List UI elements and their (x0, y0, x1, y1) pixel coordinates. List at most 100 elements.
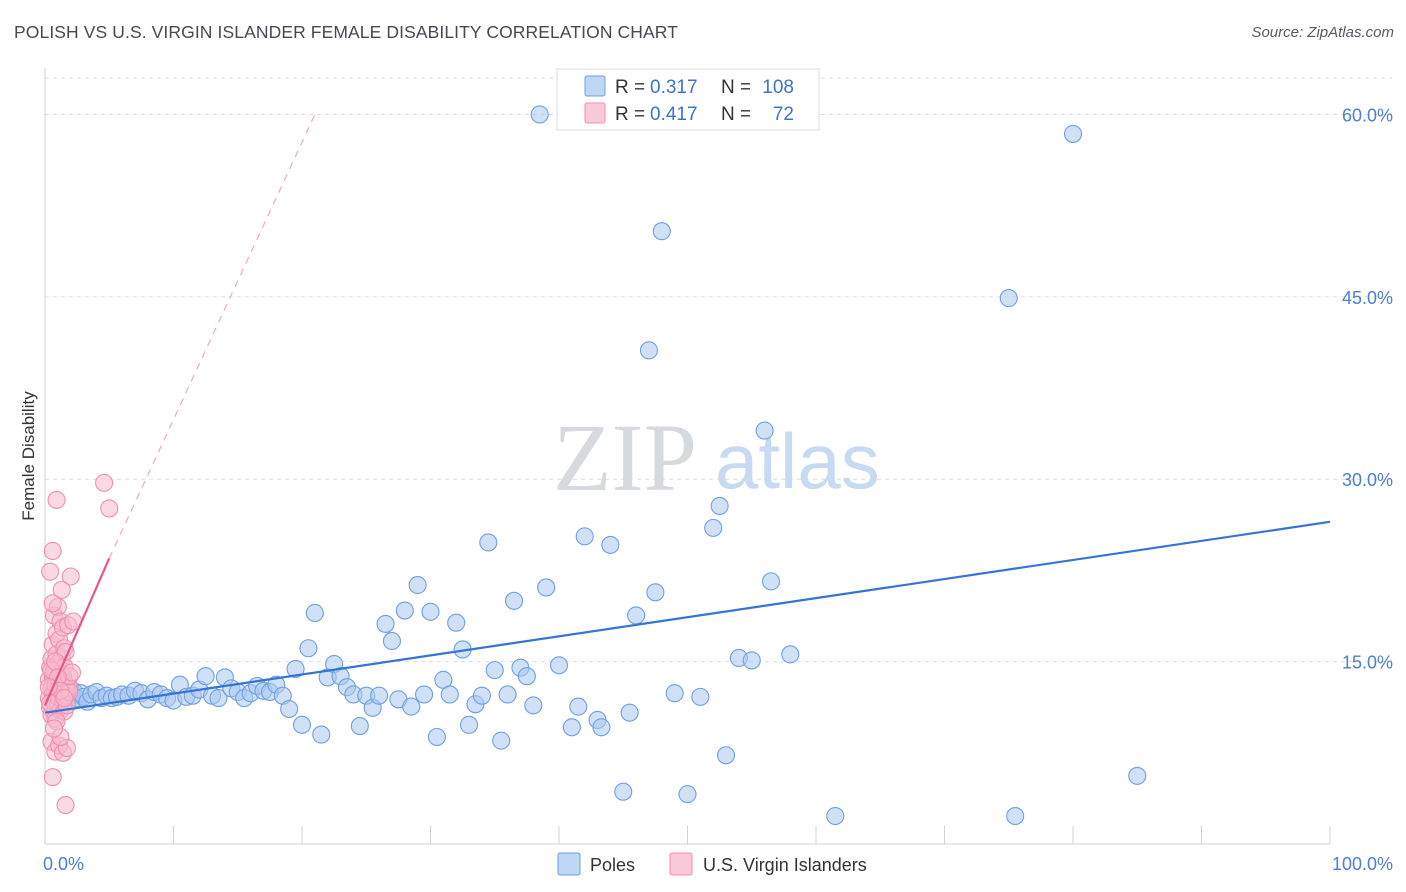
bottom-legend-label-poles: Poles (590, 855, 635, 875)
legend-n-label-usvi: N = (721, 104, 751, 125)
poles-point-84 (524, 696, 543, 715)
x-tick-label-1: 100.0% (1332, 854, 1393, 874)
legend-swatch-usvi (584, 102, 606, 124)
poles-point-109 (761, 572, 781, 591)
poles-point-62 (382, 631, 402, 650)
legend-r-value-usvi: 0.417 (650, 104, 698, 125)
poles-point-88 (562, 718, 581, 737)
source-label: Source: ZipAtlas.com (1251, 24, 1394, 41)
poles-point-92 (592, 718, 611, 737)
poles-point-50 (305, 603, 324, 623)
usvi-point-71 (55, 689, 74, 708)
poles-point-47 (286, 659, 305, 678)
poles-point-57 (350, 717, 369, 736)
poles-point-51 (312, 725, 331, 744)
poles-point-35 (209, 689, 228, 708)
legend-swatch-poles (584, 75, 606, 97)
bottom-legend-swatch-poles (557, 852, 581, 876)
usvi-point-46 (43, 541, 62, 561)
poles-point-112 (999, 289, 1018, 308)
usvi-point-43 (61, 567, 80, 586)
y-axis-title: Female Disability (19, 391, 38, 521)
legend-r-label-poles: R = (615, 77, 645, 98)
poles-point-76 (472, 686, 491, 705)
watermark: ZIP atlas (553, 404, 880, 511)
poles-point-99 (652, 222, 671, 241)
usvi-point-48 (52, 580, 71, 599)
poles-point-97 (639, 341, 659, 360)
poles-point-87 (549, 656, 569, 675)
poles-point-79 (492, 731, 511, 750)
usvi-point-63 (100, 499, 119, 518)
poles-point-108 (755, 421, 774, 440)
poles-point-81 (504, 591, 524, 610)
poles-point-66 (408, 575, 427, 595)
poles-point-85 (530, 105, 549, 124)
poles-point-77 (479, 533, 498, 552)
poles-point-103 (704, 518, 723, 537)
series-legend: Poles U.S. Virgin Islanders (557, 852, 867, 876)
legend-r-label-usvi: R = (615, 104, 645, 125)
poles-point-114 (1063, 124, 1083, 143)
poles-point-64 (395, 601, 414, 620)
x-tick-labels: 0.0% 100.0% (43, 854, 1393, 874)
chart-title: POLISH VS U.S. VIRGIN ISLANDER FEMALE DI… (14, 22, 678, 42)
poles-point-107 (742, 651, 761, 670)
usvi-point-55 (56, 796, 75, 815)
bottom-legend-label-usvi: U.S. Virgin Islanders (703, 855, 867, 875)
poles-point-67 (415, 685, 434, 704)
poles-point-110 (781, 645, 800, 664)
usvi-point-45 (41, 562, 60, 581)
legend-r-value-poles: 0.317 (650, 77, 698, 98)
poles-point-74 (459, 715, 479, 734)
watermark-zip: ZIP (553, 404, 697, 511)
watermark-atlas: atlas (715, 417, 880, 505)
poles-point-69 (427, 727, 446, 747)
usvi-point-62 (95, 473, 114, 492)
poles-point-102 (691, 687, 710, 706)
grid-lines (45, 77, 1392, 663)
poles-point-95 (620, 703, 639, 722)
legend-n-value-poles: 108 (762, 77, 794, 98)
y-tick-label-3: 60.0% (1342, 105, 1393, 125)
usvi-point-54 (43, 768, 62, 787)
poles-point-93 (601, 535, 620, 554)
bottom-legend-swatch-usvi (669, 852, 693, 876)
poles-point-68 (421, 602, 440, 621)
legend-n-label-poles: N = (721, 77, 751, 98)
poles-point-65 (402, 697, 421, 716)
poles-point-101 (678, 785, 697, 804)
poles-point-94 (614, 782, 633, 801)
poles-point-98 (646, 583, 665, 602)
x-tick-label-0: 0.0% (43, 854, 84, 874)
poles-point-71 (440, 685, 459, 704)
y-tick-label-1: 30.0% (1342, 470, 1393, 490)
poles-point-96 (627, 606, 646, 625)
poles-point-48 (292, 715, 312, 734)
trend-line-usvi-extension (108, 114, 316, 559)
trend-lines (43, 114, 1331, 714)
poles-point-100 (665, 684, 684, 703)
poles-point-61 (376, 614, 395, 633)
y-tick-label-2: 45.0% (1342, 288, 1393, 308)
poles-point-89 (569, 697, 588, 716)
poles-point-33 (196, 667, 215, 686)
poles-point-72 (447, 613, 466, 632)
legend-n-value-usvi: 72 (773, 104, 794, 125)
poles-point-83 (517, 667, 536, 686)
poles-point-86 (537, 578, 556, 597)
poles-point-113 (1006, 806, 1025, 826)
poles-point-104 (710, 496, 729, 516)
series-usvi-points (39, 473, 119, 815)
poles-point-90 (575, 527, 594, 546)
poles-point-60 (370, 686, 389, 705)
poles-point-105 (716, 746, 736, 765)
y-tick-label-0: 15.0% (1342, 653, 1393, 673)
poles-point-46 (280, 699, 299, 719)
trend-line-usvi (43, 557, 111, 706)
correlation-legend: R = 0.317 N = 108 R = 0.417 N = 72 (556, 68, 820, 131)
poles-point-78 (485, 661, 504, 680)
poles-point-49 (299, 639, 318, 658)
poles-point-115 (1128, 766, 1147, 785)
